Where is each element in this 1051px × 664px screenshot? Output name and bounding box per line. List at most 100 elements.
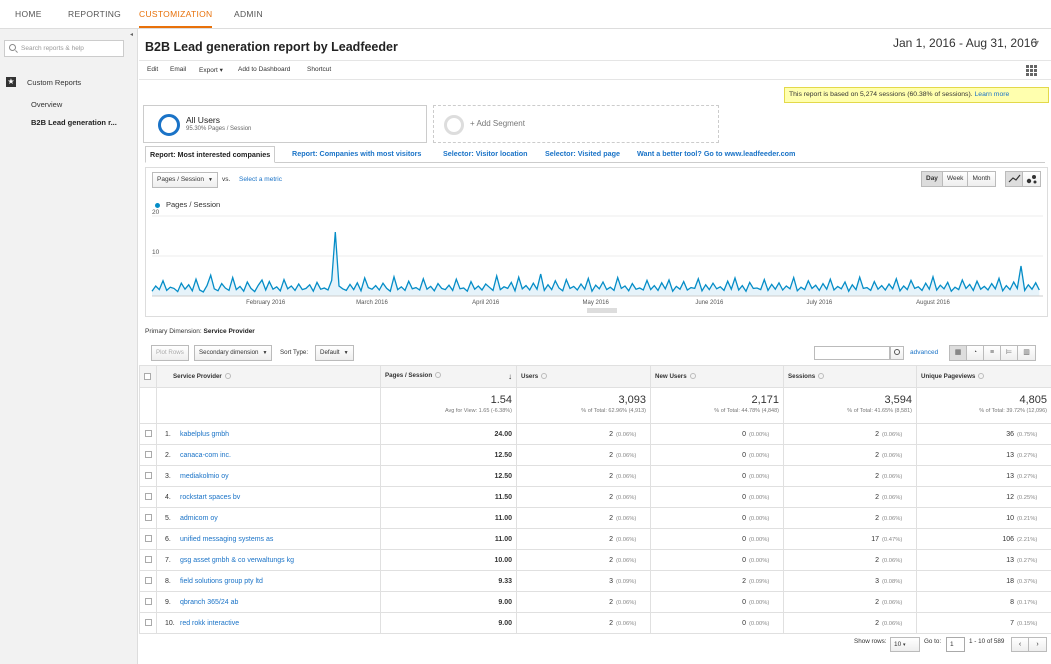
chart-resize-handle[interactable] bbox=[587, 308, 617, 313]
pivot-icon[interactable]: ▥ bbox=[1018, 346, 1035, 360]
data-table-icon[interactable]: ▦ bbox=[950, 346, 967, 360]
new-users-value: 0 bbox=[742, 451, 746, 459]
help-icon[interactable] bbox=[435, 372, 442, 379]
provider-link[interactable]: admicom oy bbox=[180, 514, 218, 522]
tab-visited-page[interactable]: Selector: Visited page bbox=[545, 149, 620, 158]
nav-customization[interactable]: CUSTOMIZATION bbox=[139, 0, 213, 28]
goto-input[interactable]: 1 bbox=[946, 637, 965, 652]
plot-rows-button[interactable]: Plot Rows bbox=[151, 345, 189, 361]
edit-button[interactable]: Edit bbox=[147, 66, 159, 73]
chevron-down-icon[interactable]: ▾ bbox=[1035, 38, 1040, 47]
show-rows-select[interactable]: 10 ▾ bbox=[890, 637, 920, 652]
export-label: Export bbox=[199, 67, 218, 74]
legend-dot bbox=[155, 203, 160, 208]
row-checkbox[interactable] bbox=[139, 423, 157, 445]
day-button[interactable]: Day bbox=[922, 172, 943, 186]
primary-dimension-value[interactable]: Service Provider bbox=[203, 328, 255, 335]
export-button[interactable]: Export ▾ bbox=[199, 67, 223, 74]
provider-link[interactable]: mediakolmio oy bbox=[180, 472, 229, 480]
table-search-button[interactable] bbox=[890, 346, 904, 360]
tab-leadfeeder-link[interactable]: Want a better tool? Go to www.leadfeeder… bbox=[637, 149, 796, 158]
provider-link[interactable]: qbranch 365/24 ab bbox=[180, 598, 239, 606]
month-button[interactable]: Month bbox=[968, 172, 995, 186]
line-chart-icon[interactable] bbox=[1006, 172, 1023, 186]
metric-select[interactable]: Pages / Session ▼ bbox=[152, 172, 218, 188]
unique-pageviews-value: 10 bbox=[1006, 514, 1014, 522]
add-to-dashboard-button[interactable]: Add to Dashboard bbox=[238, 66, 291, 73]
sidebar-item-b2b-report[interactable]: B2B Lead generation r... bbox=[31, 118, 117, 127]
learn-more-link[interactable]: Learn more bbox=[974, 91, 1010, 98]
grid-icon[interactable] bbox=[1026, 65, 1037, 76]
sessions-pct: (0.06%) bbox=[882, 620, 903, 627]
col-sessions[interactable]: Sessions bbox=[783, 365, 917, 388]
row-checkbox[interactable] bbox=[139, 528, 157, 550]
row-checkbox[interactable] bbox=[139, 444, 157, 466]
users-pct: (0.06%) bbox=[616, 620, 637, 627]
col-pages-session[interactable]: Pages / Session ↓ bbox=[380, 365, 517, 388]
provider-link[interactable]: field solutions group pty ltd bbox=[180, 577, 263, 585]
row-checkbox[interactable] bbox=[139, 612, 157, 634]
help-icon[interactable] bbox=[978, 373, 985, 380]
line-chart: 20 10 February 2016 March 2016 April 2016 May… bbox=[151, 209, 1043, 313]
table-search-input[interactable] bbox=[814, 346, 890, 360]
tab-most-interested[interactable]: Report: Most interested companies bbox=[145, 146, 276, 163]
row-checkbox[interactable] bbox=[139, 570, 157, 592]
table-row: 6. unified messaging systems as 11.00 2 (0.0… bbox=[139, 528, 1051, 550]
x-tick-label: August 2016 bbox=[916, 300, 950, 306]
next-page-button[interactable]: › bbox=[1029, 638, 1046, 651]
row-checkbox[interactable] bbox=[139, 549, 157, 571]
tab-visitor-location[interactable]: Selector: Visitor location bbox=[443, 149, 528, 158]
prev-page-button[interactable]: ‹ bbox=[1012, 638, 1029, 651]
secondary-dimension-select[interactable]: Secondary dimension ▼ bbox=[194, 345, 273, 361]
comparison-icon[interactable]: ⊨ bbox=[1001, 346, 1018, 360]
row-checkbox[interactable] bbox=[139, 507, 157, 529]
col-service-provider[interactable]: Service Provider bbox=[156, 365, 381, 388]
help-icon[interactable] bbox=[224, 373, 231, 380]
new-users-cell: 0 (0.00%) bbox=[650, 444, 784, 466]
provider-link[interactable]: kabelplus gmbh bbox=[180, 430, 230, 438]
unique-pageviews-cell: 106 (2.21%) bbox=[916, 528, 1051, 550]
help-icon[interactable] bbox=[818, 373, 825, 380]
advanced-filter-link[interactable]: advanced bbox=[910, 349, 939, 356]
collapse-sidebar-icon[interactable]: ◂ bbox=[130, 32, 134, 38]
provider-link[interactable]: canaca-com inc. bbox=[180, 451, 231, 459]
nav-home[interactable]: HOME bbox=[15, 9, 42, 19]
shortcut-button[interactable]: Shortcut bbox=[307, 66, 332, 73]
help-icon[interactable] bbox=[689, 373, 696, 380]
unique-pageviews-value: 8 bbox=[1010, 598, 1014, 606]
unique-pageviews-cell: 13 (0.27%) bbox=[916, 444, 1051, 466]
provider-link[interactable]: unified messaging systems as bbox=[180, 535, 274, 543]
row-checkbox[interactable] bbox=[139, 465, 157, 487]
provider-link[interactable]: rockstart spaces bv bbox=[180, 493, 241, 501]
col-unique-pageviews[interactable]: Unique Pageviews bbox=[916, 365, 1051, 388]
date-range-picker[interactable]: Jan 1, 2016 - Aug 31, 2016 bbox=[893, 36, 1038, 50]
email-button[interactable]: Email bbox=[170, 66, 187, 73]
sort-type-select[interactable]: Default ▼ bbox=[315, 345, 354, 361]
select-all-checkbox[interactable] bbox=[139, 365, 157, 388]
row-checkbox[interactable] bbox=[139, 591, 157, 613]
add-segment-button[interactable]: + Add Segment bbox=[433, 105, 719, 143]
help-icon[interactable] bbox=[541, 373, 548, 380]
tab-most-visitors[interactable]: Report: Companies with most visitors bbox=[292, 149, 422, 158]
pie-chart-icon[interactable]: ◔ bbox=[967, 346, 984, 360]
provider-cell: 7. gsg asset gmbh & co verwaltungs kg bbox=[156, 549, 381, 571]
motion-chart-icon[interactable] bbox=[1023, 172, 1040, 186]
provider-link[interactable]: gsg asset gmbh & co verwaltungs kg bbox=[180, 556, 295, 564]
col-users[interactable]: Users bbox=[516, 365, 651, 388]
nav-reporting[interactable]: REPORTING bbox=[68, 9, 122, 19]
col-new-users[interactable]: New Users bbox=[650, 365, 784, 388]
select-metric-link[interactable]: Select a metric bbox=[239, 176, 282, 183]
users-value: 2 bbox=[609, 598, 613, 606]
provider-link[interactable]: red rokk interactive bbox=[180, 619, 240, 627]
unique-pageviews-cell: 8 (0.17%) bbox=[916, 591, 1051, 613]
sidebar-section-custom-reports[interactable]: Custom Reports bbox=[27, 78, 82, 87]
nav-admin[interactable]: ADMIN bbox=[234, 9, 263, 19]
sidebar-search-input[interactable]: Search reports & help bbox=[4, 40, 124, 57]
sidebar-item-overview[interactable]: Overview bbox=[31, 100, 63, 109]
col-users-label: Users bbox=[521, 373, 539, 380]
new-users-pct: (0.00%) bbox=[749, 473, 770, 480]
week-button[interactable]: Week bbox=[942, 172, 969, 186]
performance-icon[interactable]: ≡ bbox=[984, 346, 1001, 360]
segment-all-users[interactable]: All Users 95.30% Pages / Session bbox=[143, 105, 427, 143]
row-checkbox[interactable] bbox=[139, 486, 157, 508]
